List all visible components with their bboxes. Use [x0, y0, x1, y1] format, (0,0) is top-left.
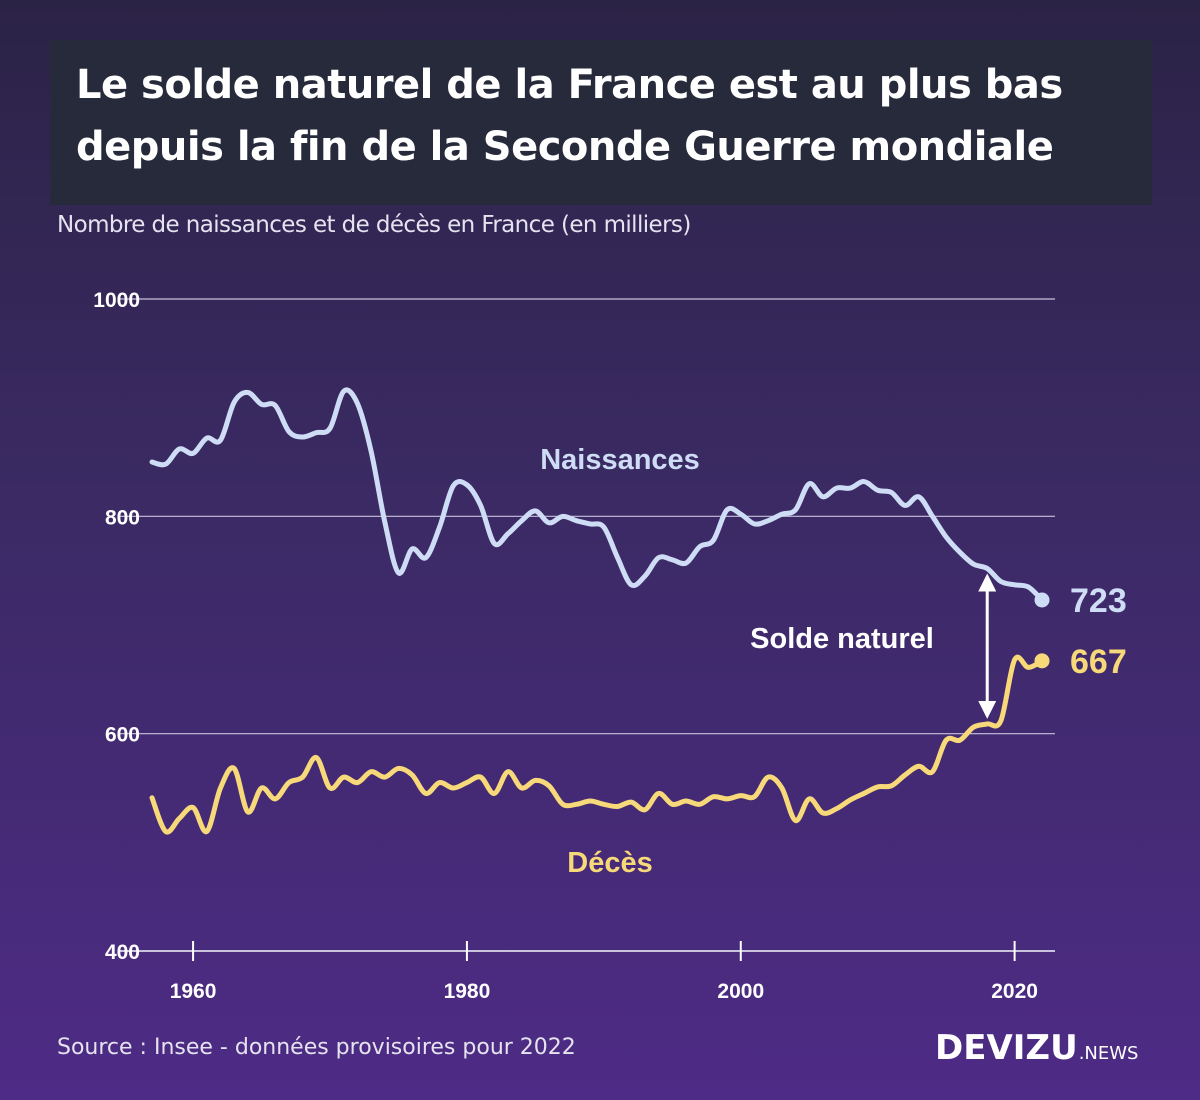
deces-end-value: 667 — [1070, 643, 1127, 681]
x-tick-label: 2020 — [991, 980, 1038, 1003]
x-tick-label: 1980 — [444, 980, 491, 1003]
x-tick-label: 1960 — [170, 980, 217, 1003]
chart-title-line-2: depuis la fin de la Seconde Guerre mondi… — [76, 124, 1054, 170]
title-box — [50, 40, 1152, 205]
chart-subtitle: Nombre de naissances et de décès en Fran… — [57, 212, 691, 238]
naissances-label: Naissances — [540, 444, 700, 476]
naissances-line — [149, 387, 1045, 603]
y-tick-label: 1000 — [93, 289, 140, 312]
chart-title-line-1: Le solde naturel de la France est au plu… — [76, 62, 1063, 108]
solde-naturel-label: Solde naturel — [750, 623, 934, 655]
deces-end-dot — [1034, 653, 1050, 669]
naissances-end-dot — [1034, 592, 1050, 608]
y-tick-label: 600 — [105, 724, 140, 747]
y-tick-label: 400 — [105, 941, 140, 964]
logo-suffix: .NEWS — [1078, 1043, 1139, 1064]
y-tick-label: 800 — [105, 506, 140, 529]
x-tick-label: 2000 — [717, 980, 764, 1003]
naissances-end-value: 723 — [1070, 582, 1127, 620]
deces-line — [149, 654, 1045, 835]
source-note: Source : Insee - données provisoires pou… — [57, 1035, 576, 1060]
deces-label: Décès — [567, 847, 652, 879]
logo-main: DEVIZU — [935, 1028, 1078, 1068]
devizu-logo: DEVIZU.NEWS — [935, 1028, 1138, 1068]
